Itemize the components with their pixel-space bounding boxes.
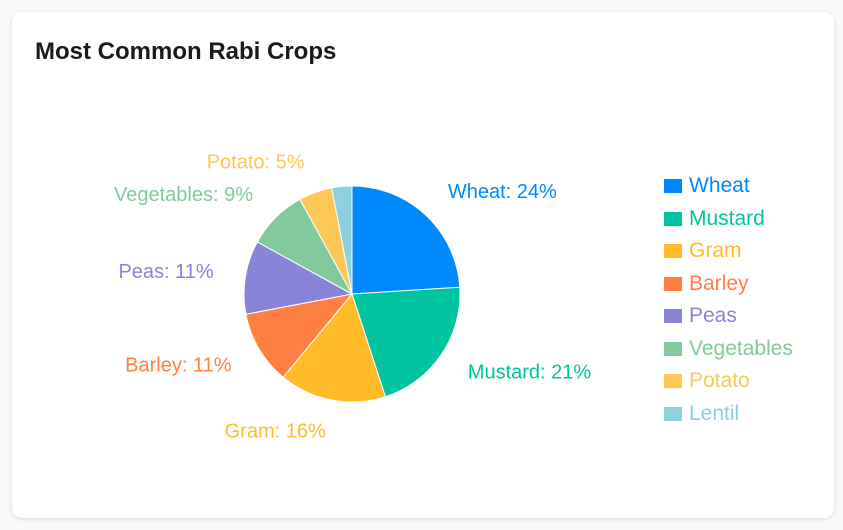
- legend-item-mustard[interactable]: Mustard: [664, 203, 793, 236]
- pie-slice-mustard[interactable]: [351, 286, 461, 398]
- pie-slice-lentil[interactable]: [331, 185, 353, 295]
- legend-item-wheat[interactable]: Wheat: [664, 170, 793, 203]
- data-label-peas: Peas: 11%: [118, 261, 213, 283]
- legend-item-gram[interactable]: Gram: [664, 235, 793, 268]
- chart-title: Most Common Rabi Crops: [35, 38, 337, 65]
- legend-item-peas[interactable]: Peas: [664, 300, 793, 333]
- legend-swatch-icon: [664, 244, 682, 259]
- pie-chart: Wheat: 24% Mustard: 21% Gram: 16% Barley: 1…: [114, 151, 592, 443]
- legend-item-vegetables[interactable]: Vegetables: [664, 333, 793, 366]
- legend-label: Potato: [689, 369, 750, 393]
- legend-swatch-icon: [664, 309, 682, 324]
- pie-slice-peas[interactable]: [243, 241, 354, 315]
- legend-label: Gram: [689, 239, 742, 263]
- chart-card: Most Common Rabi Crops Wheat: 24% Mustard…: [12, 12, 834, 518]
- legend-item-potato[interactable]: Potato: [664, 365, 793, 398]
- pie-slice-barley[interactable]: [245, 293, 354, 378]
- legend-swatch-icon: [664, 211, 682, 226]
- legend-label: Vegetables: [689, 336, 793, 360]
- pie-slice-gram[interactable]: [282, 292, 387, 403]
- legend-label: Wheat: [689, 174, 750, 198]
- legend-label: Barley: [689, 271, 749, 295]
- chart-legend: Wheat Mustard Gram Barley Peas Vegetables Pota…: [664, 170, 793, 430]
- legend-swatch-icon: [664, 179, 682, 194]
- legend-swatch-icon: [664, 374, 682, 389]
- data-label-vegetables: Vegetables: 9%: [114, 184, 253, 206]
- legend-swatch-icon: [664, 406, 682, 421]
- legend-item-barley[interactable]: Barley: [664, 268, 793, 301]
- data-label-potato: Potato: 5%: [207, 151, 305, 173]
- legend-item-lentil[interactable]: Lentil: [664, 398, 793, 431]
- data-label-mustard: Mustard: 21%: [468, 362, 592, 384]
- data-label-wheat: Wheat: 24%: [448, 181, 557, 203]
- legend-swatch-icon: [664, 341, 682, 356]
- legend-label: Lentil: [689, 401, 740, 425]
- data-label-gram: Gram: 16%: [225, 421, 326, 443]
- data-label-barley: Barley: 11%: [125, 354, 232, 376]
- legend-label: Mustard: [689, 206, 765, 230]
- pie-slice-wheat[interactable]: [351, 185, 461, 295]
- legend-label: Peas: [689, 304, 737, 328]
- legend-swatch-icon: [664, 276, 682, 291]
